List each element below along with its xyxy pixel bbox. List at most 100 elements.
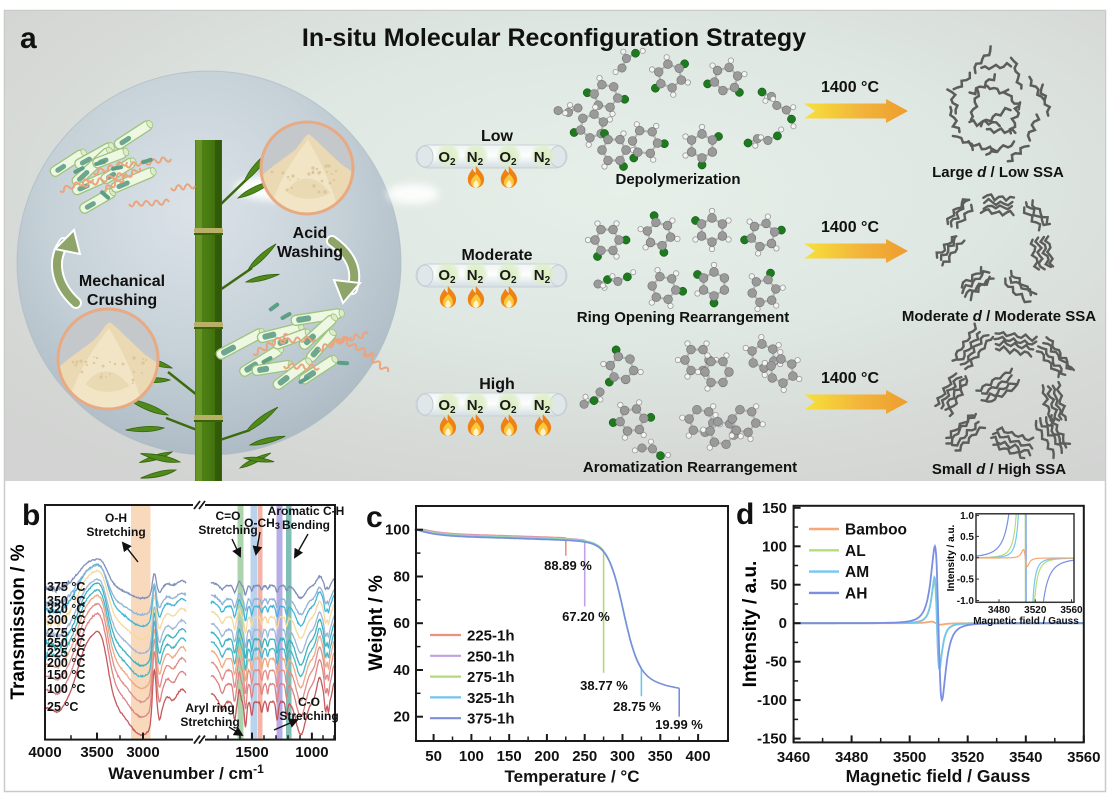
svg-text:1400 °C: 1400 °C xyxy=(821,370,879,387)
svg-text:d: d xyxy=(736,498,754,531)
svg-text:c: c xyxy=(366,501,383,534)
svg-text:Small d / High SSA: Small d / High SSA xyxy=(932,461,1066,478)
svg-text:Mechanical: Mechanical xyxy=(79,273,165,290)
svg-text:150 °C: 150 °C xyxy=(47,668,85,682)
svg-text:AL: AL xyxy=(845,543,866,560)
svg-text:200: 200 xyxy=(534,748,559,765)
svg-text:Aromatic C-H: Aromatic C-H xyxy=(268,504,345,518)
svg-text:O-CH3: O-CH3 xyxy=(244,516,280,531)
svg-text:Washing: Washing xyxy=(277,244,343,261)
svg-text:Wavenumber / cm-1: Wavenumber / cm-1 xyxy=(108,762,264,783)
svg-text:1000: 1000 xyxy=(295,744,328,761)
svg-text:3540: 3540 xyxy=(1009,749,1042,766)
svg-text:Stretching: Stretching xyxy=(279,709,338,723)
svg-text:Depolymerization: Depolymerization xyxy=(615,171,740,188)
svg-text:0.0: 0.0 xyxy=(960,553,974,564)
svg-text:3480: 3480 xyxy=(835,749,868,766)
svg-text:Bending: Bending xyxy=(282,518,330,532)
svg-text:Crushing: Crushing xyxy=(87,292,157,309)
svg-text:40: 40 xyxy=(393,662,410,679)
svg-text:375 °C: 375 °C xyxy=(47,580,85,594)
svg-text:20: 20 xyxy=(393,709,410,726)
svg-text:60: 60 xyxy=(393,615,410,632)
svg-text:80: 80 xyxy=(393,568,410,585)
svg-text:-0.5: -0.5 xyxy=(957,575,975,586)
svg-text:250-1h: 250-1h xyxy=(467,648,515,665)
svg-text:Moderate d / Moderate SSA: Moderate d / Moderate SSA xyxy=(902,308,1096,325)
svg-text:-1.0: -1.0 xyxy=(957,596,975,607)
svg-text:Acid: Acid xyxy=(293,225,328,242)
svg-text:325-1h: 325-1h xyxy=(467,690,515,707)
svg-text:AM: AM xyxy=(845,564,869,581)
svg-text:O-H: O-H xyxy=(105,511,127,525)
svg-text:Stretching: Stretching xyxy=(180,715,239,729)
svg-text:38.77 %: 38.77 % xyxy=(580,678,628,693)
svg-text:1.0: 1.0 xyxy=(960,511,974,522)
svg-text:Aromatization Rearrangement: Aromatization Rearrangement xyxy=(583,459,797,476)
svg-text:3560: 3560 xyxy=(1067,749,1100,766)
svg-text:b: b xyxy=(22,499,40,532)
svg-text:AH: AH xyxy=(845,585,867,602)
svg-text:250 °C: 250 °C xyxy=(47,636,85,650)
svg-text:Intensity / a.u.: Intensity / a.u. xyxy=(946,524,957,591)
svg-text:1500: 1500 xyxy=(235,744,268,761)
svg-text:a: a xyxy=(20,22,37,55)
svg-text:150: 150 xyxy=(497,748,522,765)
svg-text:1400 °C: 1400 °C xyxy=(821,219,879,236)
svg-text:50: 50 xyxy=(425,748,442,765)
svg-text:3000: 3000 xyxy=(126,744,159,761)
svg-text:3520: 3520 xyxy=(951,749,984,766)
svg-text:-50: -50 xyxy=(765,654,787,671)
svg-text:100 °C: 100 °C xyxy=(47,682,85,696)
svg-text:Large d / Low SSA: Large d / Low SSA xyxy=(932,164,1064,181)
svg-text:4000: 4000 xyxy=(28,744,61,761)
svg-text:3460: 3460 xyxy=(777,749,810,766)
svg-text:Weight / %: Weight / % xyxy=(366,575,387,671)
svg-text:Stretching: Stretching xyxy=(86,525,145,539)
svg-text:Bamboo: Bamboo xyxy=(845,522,907,539)
svg-text:C-O: C-O xyxy=(298,695,320,709)
svg-text:-100: -100 xyxy=(757,692,787,709)
svg-text:250: 250 xyxy=(572,748,597,765)
svg-text:300: 300 xyxy=(610,748,635,765)
svg-text:Magnetic field / Gauss: Magnetic field / Gauss xyxy=(846,766,1031,786)
svg-text:High: High xyxy=(479,376,515,393)
svg-text:50: 50 xyxy=(770,577,787,594)
svg-text:225 °C: 225 °C xyxy=(47,646,85,660)
svg-text:3560: 3560 xyxy=(1060,605,1083,616)
svg-text:Low: Low xyxy=(481,128,514,145)
svg-text:C=O: C=O xyxy=(215,509,240,523)
svg-text:275-1h: 275-1h xyxy=(467,669,515,686)
svg-text:Transmission / %: Transmission / % xyxy=(8,544,29,699)
svg-text:Ring Opening Rearrangement: Ring Opening Rearrangement xyxy=(577,309,790,326)
svg-text:Stretching: Stretching xyxy=(198,523,257,537)
svg-text:67.20 %: 67.20 % xyxy=(562,609,610,624)
svg-text:100: 100 xyxy=(762,538,787,555)
svg-text:3520: 3520 xyxy=(1024,605,1047,616)
svg-text:25 °C: 25 °C xyxy=(47,700,78,714)
svg-text:3500: 3500 xyxy=(893,749,926,766)
svg-text:Temperature / °C: Temperature / °C xyxy=(505,767,640,786)
svg-text:150: 150 xyxy=(762,500,787,517)
svg-text:375-1h: 375-1h xyxy=(467,711,515,728)
svg-text:3480: 3480 xyxy=(988,605,1011,616)
svg-text:100: 100 xyxy=(459,748,484,765)
svg-text:300 °C: 300 °C xyxy=(47,613,85,627)
svg-text:88.89 %: 88.89 % xyxy=(544,558,592,573)
svg-text:0.5: 0.5 xyxy=(960,532,974,543)
svg-text:In-situ Molecular Reconfigurat: In-situ Molecular Reconfiguration Strate… xyxy=(302,24,806,52)
svg-text:28.75 %: 28.75 % xyxy=(613,699,661,714)
svg-text:Aryl ring: Aryl ring xyxy=(185,701,234,715)
svg-text:Moderate: Moderate xyxy=(461,247,532,264)
svg-text:400: 400 xyxy=(686,748,711,765)
svg-text:Magnetic field / Gauss: Magnetic field / Gauss xyxy=(973,616,1079,627)
svg-text:100: 100 xyxy=(385,522,410,539)
svg-text:1400 °C: 1400 °C xyxy=(821,79,879,96)
svg-text:200 °C: 200 °C xyxy=(47,656,85,670)
svg-text:-150: -150 xyxy=(757,731,787,748)
svg-text:350 °C: 350 °C xyxy=(47,594,85,608)
svg-text:Intensity / a.u.: Intensity / a.u. xyxy=(740,561,761,688)
svg-text:225-1h: 225-1h xyxy=(467,628,515,645)
svg-text:3500: 3500 xyxy=(80,744,113,761)
svg-text:275 °C: 275 °C xyxy=(47,626,85,640)
